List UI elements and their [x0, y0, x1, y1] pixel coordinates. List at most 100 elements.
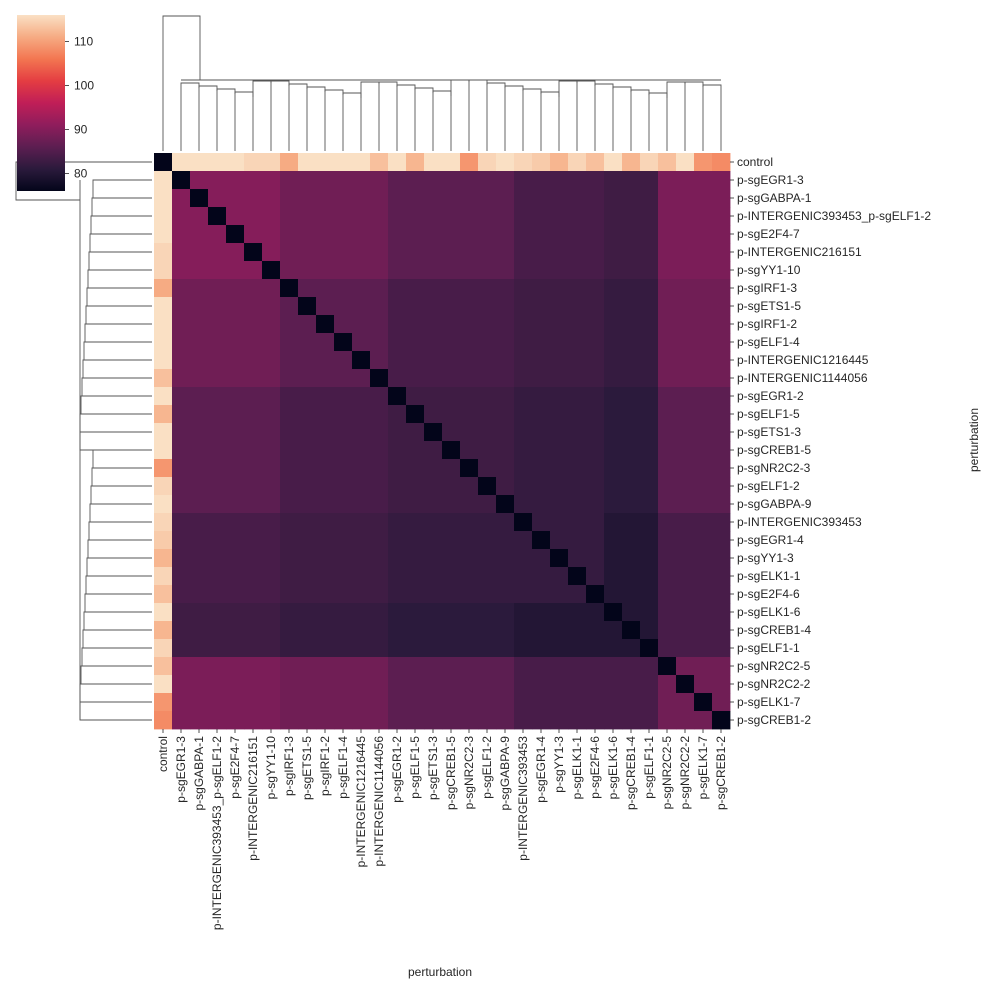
heatmap-cell — [370, 603, 389, 622]
heatmap-cell — [550, 711, 569, 730]
heatmap-cell — [424, 441, 443, 460]
heatmap-cell — [442, 207, 461, 226]
heatmap-cell — [316, 423, 335, 442]
heatmap-cell — [550, 675, 569, 694]
heatmap-cell — [694, 405, 713, 424]
row-dendrogram — [15, 161, 152, 721]
heatmap-cell — [604, 171, 623, 190]
col-tick-label: p-sgELF1-5 — [408, 736, 422, 799]
heatmap-cell — [334, 423, 353, 442]
heatmap-cell — [298, 621, 317, 640]
heatmap-cell — [460, 477, 479, 496]
heatmap-cell — [298, 351, 317, 370]
heatmap-cell — [298, 459, 317, 478]
heatmap-cell — [676, 675, 695, 694]
heatmap-cell — [712, 675, 731, 694]
heatmap-cell — [352, 153, 371, 172]
heatmap-cell — [694, 621, 713, 640]
heatmap-cell — [460, 603, 479, 622]
heatmap-cell — [568, 567, 587, 586]
dendrogram-link — [162, 15, 201, 151]
heatmap-cell — [586, 693, 605, 712]
heatmap-cell — [370, 621, 389, 640]
heatmap-cell — [478, 639, 497, 658]
heatmap-cell — [622, 549, 641, 568]
heatmap-cell — [406, 459, 425, 478]
heatmap-cell — [514, 333, 533, 352]
heatmap-cell — [388, 243, 407, 262]
heatmap-cell — [424, 549, 443, 568]
col-tick-label: p-sgELF1-2 — [480, 736, 494, 799]
heatmap-cell — [442, 603, 461, 622]
heatmap-cell — [262, 279, 281, 298]
heatmap-cell — [370, 351, 389, 370]
heatmap-cell — [298, 225, 317, 244]
heatmap-cell — [208, 495, 227, 514]
heatmap-cell — [154, 351, 173, 370]
col-tick-label: p-sgETS1-5 — [300, 736, 314, 800]
heatmap-cell — [586, 657, 605, 676]
heatmap-cell — [604, 621, 623, 640]
heatmap-cell — [352, 405, 371, 424]
heatmap-cell — [388, 513, 407, 532]
heatmap-cell — [208, 153, 227, 172]
heatmap-cell — [406, 423, 425, 442]
heatmap-cell — [676, 603, 695, 622]
heatmap-cell — [622, 333, 641, 352]
dendrogram-link — [92, 179, 96, 199]
heatmap-cell — [622, 675, 641, 694]
heatmap-cell — [604, 639, 623, 658]
heatmap-cell — [586, 621, 605, 640]
heatmap-cell — [676, 315, 695, 334]
heatmap-cell — [460, 207, 479, 226]
heatmap-cell — [676, 279, 695, 298]
heatmap-cell — [208, 693, 227, 712]
heatmap-cell — [622, 657, 641, 676]
heatmap-cell — [568, 153, 587, 172]
heatmap-cell — [442, 495, 461, 514]
row-tick-label: p-sgEGR1-3 — [737, 173, 804, 187]
heatmap-cell — [280, 369, 299, 388]
heatmap-cell — [352, 225, 371, 244]
col-tick-label: p-INTERGENIC393453_p-sgELF1-2 — [210, 736, 224, 930]
heatmap-cell — [694, 657, 713, 676]
heatmap-cell — [424, 279, 443, 298]
heatmap-cell — [550, 693, 569, 712]
heatmap-cell — [334, 585, 353, 604]
heatmap-cell — [244, 351, 263, 370]
heatmap-cell — [190, 261, 209, 280]
x-axis-title: perturbation — [408, 965, 472, 979]
heatmap-cell — [460, 459, 479, 478]
dendrogram-link — [252, 80, 272, 97]
heatmap-cell — [496, 495, 515, 514]
heatmap-cell — [514, 621, 533, 640]
heatmap-cell — [262, 603, 281, 622]
heatmap-cell — [586, 567, 605, 586]
heatmap-cell — [568, 261, 587, 280]
col-tick-label: p-INTERGENIC393453 — [516, 736, 530, 861]
heatmap-cell — [496, 567, 515, 586]
heatmap-cell — [388, 171, 407, 190]
heatmap-cell — [532, 297, 551, 316]
heatmap-cell — [190, 549, 209, 568]
dendrogram-link — [540, 91, 560, 97]
heatmap-cell — [262, 639, 281, 658]
heatmap-cell — [478, 261, 497, 280]
heatmap-cell — [640, 621, 659, 640]
heatmap-cell — [190, 693, 209, 712]
heatmap-cell — [154, 711, 173, 730]
heatmap-cell — [334, 549, 353, 568]
heatmap-cell — [388, 531, 407, 550]
heatmap-cell — [406, 477, 425, 496]
heatmap-cell — [658, 351, 677, 370]
heatmap-cell — [406, 243, 425, 262]
heatmap-cell — [208, 423, 227, 442]
heatmap-cell — [190, 567, 209, 586]
heatmap-cell — [712, 297, 731, 316]
heatmap-cell — [280, 351, 299, 370]
heatmap-cell — [334, 225, 353, 244]
heatmap-cell — [244, 243, 263, 262]
heatmap-cell — [514, 459, 533, 478]
heatmap-cell — [280, 675, 299, 694]
heatmap-cell — [478, 549, 497, 568]
